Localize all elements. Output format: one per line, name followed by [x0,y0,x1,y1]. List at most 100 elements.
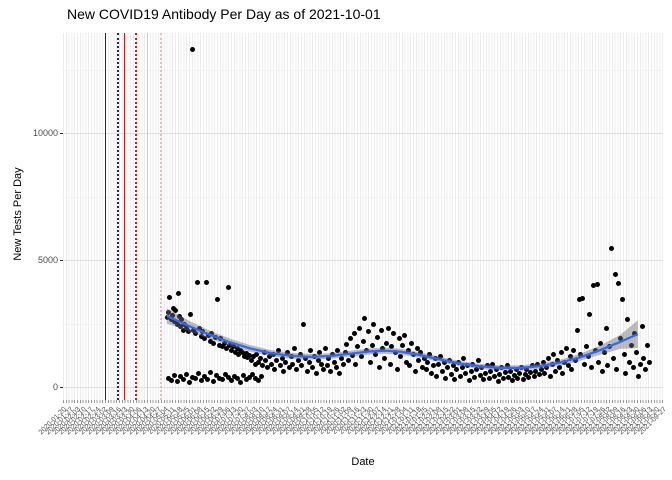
data-point [625,317,631,323]
data-point [195,370,201,376]
data-point [225,284,231,290]
data-point [319,361,325,367]
data-point [626,359,632,365]
data-point [221,340,227,346]
data-point [517,370,523,376]
data-point [281,368,287,374]
data-point [439,368,445,374]
data-point [351,331,357,337]
data-point [572,358,578,364]
chart-title: New COVID19 Antibody Per Day as of 2021-… [67,6,381,22]
major-gridline [63,133,663,134]
data-point [268,361,274,367]
y-tick-label: 10000 [32,128,58,138]
y-tick-mark [60,133,63,134]
data-point [228,378,234,384]
data-point [410,352,416,358]
data-point [518,365,524,371]
data-point [479,365,485,371]
data-point [301,321,307,327]
data-point [274,358,280,364]
data-point [531,373,537,379]
data-point [295,358,301,364]
data-point [376,365,382,371]
data-point [293,366,299,372]
data-point [468,368,474,374]
data-point [308,348,314,354]
data-point [394,366,400,372]
data-point [288,354,294,360]
data-point [583,344,589,350]
data-point [200,329,206,335]
data-point [225,374,231,380]
data-point [574,327,580,333]
data-point [459,365,465,371]
data-point [481,377,487,383]
data-point [211,340,217,346]
data-point [398,354,404,360]
data-point [378,327,384,333]
data-point [427,352,433,358]
data-point [240,372,246,378]
data-point [594,281,600,287]
data-point [563,346,569,352]
data-point [297,352,303,358]
data-point [509,378,515,384]
data-point [342,350,348,356]
data-point [263,358,269,364]
data-point [508,368,514,374]
data-point [644,342,650,348]
data-point [486,375,492,381]
data-point [599,368,605,374]
data-point [204,376,210,382]
data-point [183,371,189,377]
event-vline-1a1ac8-dotted [117,33,120,400]
data-point [630,365,636,371]
data-point [192,376,198,382]
data-point [553,368,559,374]
minor-gridline [63,69,663,71]
data-point [277,363,283,369]
data-point [513,366,519,372]
data-point [255,378,261,384]
data-point [365,329,371,335]
data-point [491,373,497,379]
data-point [587,311,593,317]
event-vline-e01010-dotted [135,33,138,400]
data-point [639,323,645,329]
data-point [580,295,586,301]
data-point [536,371,542,377]
data-point [616,280,622,286]
data-point [515,375,521,381]
data-point [362,316,368,322]
data-point [470,361,476,367]
data-point [304,368,310,374]
data-point [428,370,434,376]
data-point [524,366,530,372]
data-point [612,272,618,278]
data-point [234,376,240,382]
data-point [306,359,312,365]
data-point [216,375,222,381]
data-point [231,373,237,379]
data-point [259,363,265,369]
data-point [168,378,174,384]
data-point [634,350,640,356]
y-tick-mark [60,260,63,261]
data-point [283,359,289,365]
data-point [522,371,528,377]
data-point [272,366,278,372]
data-point [643,367,649,373]
data-point [364,348,370,354]
y-tick-mark [60,387,63,388]
data-point [299,363,305,369]
data-point [412,368,418,374]
data-point [243,377,249,383]
data-point [355,344,361,350]
data-point [338,356,344,362]
data-point [360,338,366,344]
data-point [504,363,510,369]
data-point [380,346,386,352]
data-point [614,366,620,372]
data-point [482,370,488,376]
